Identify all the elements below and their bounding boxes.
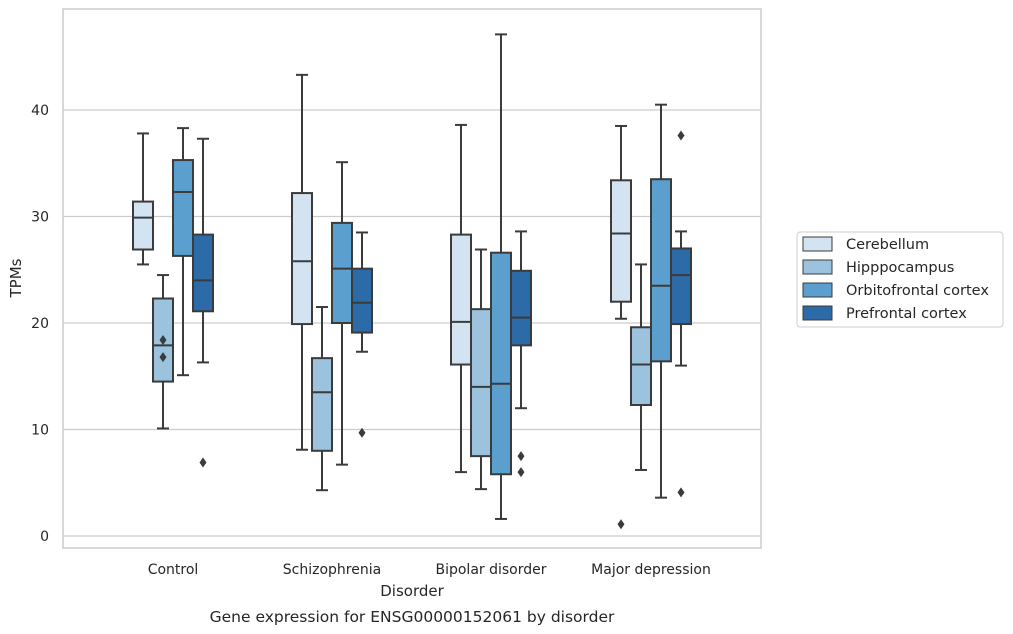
box: [311, 357, 333, 452]
legend-swatch: [802, 305, 833, 321]
x-tick-label: Control: [148, 562, 199, 578]
y-tick-labels: 0 10 20 30 40: [31, 103, 49, 545]
legend-frame: [796, 231, 1004, 328]
box: [450, 233, 472, 366]
box: [610, 179, 632, 303]
box: [670, 247, 692, 326]
box: [192, 233, 214, 313]
y-tick-label: 40: [31, 103, 49, 119]
chart-caption: Gene expression for ENSG00000152061 by d…: [210, 608, 615, 626]
x-axis-label: Disorder: [380, 582, 444, 600]
box: [510, 269, 532, 347]
outlier-point: [617, 519, 625, 530]
y-axis-label: TPMs: [7, 258, 25, 298]
box: [351, 267, 373, 334]
box: [470, 308, 492, 458]
legend-swatch: [802, 259, 833, 275]
plot-frame: [62, 8, 762, 549]
x-tick-label: Schizophrenia: [283, 562, 381, 578]
x-tick-label: Major depression: [591, 562, 711, 578]
x-tick-labels: Control Schizophrenia Bipolar disorder Majo…: [148, 562, 711, 578]
y-tick-label: 0: [40, 529, 49, 545]
outlier-point: [517, 451, 525, 462]
outlier-point: [358, 427, 366, 438]
legend-swatch: [802, 282, 833, 298]
outlier-point: [199, 457, 207, 468]
legend-label: Cerebellum: [846, 237, 929, 253]
legend-label: Hipppocampus: [846, 260, 954, 276]
box: [291, 192, 313, 326]
box: [331, 221, 353, 324]
plot-area: [63, 9, 761, 548]
y-tick-label: 20: [31, 316, 49, 332]
outlier-point: [677, 130, 685, 141]
y-tick-label: 30: [31, 210, 49, 226]
legend-label: Orbitofrontal cortex: [846, 283, 989, 299]
y-tick-label: 10: [31, 423, 49, 439]
outlier-point: [159, 352, 167, 363]
legend-swatch: [802, 236, 833, 252]
x-tick-label: Bipolar disorder: [435, 562, 546, 578]
legend: Cerebellum Hipppocampus Orbitofrontal cort…: [796, 231, 1004, 328]
box: [172, 159, 194, 257]
box: [132, 200, 154, 251]
box-marks: [132, 33, 692, 530]
box: [650, 178, 672, 363]
box: [630, 326, 652, 407]
outlier-point: [517, 467, 525, 478]
box: [490, 251, 512, 476]
outlier-point: [159, 335, 167, 346]
legend-label: Prefrontal cortex: [846, 306, 967, 322]
outlier-point: [677, 487, 685, 498]
